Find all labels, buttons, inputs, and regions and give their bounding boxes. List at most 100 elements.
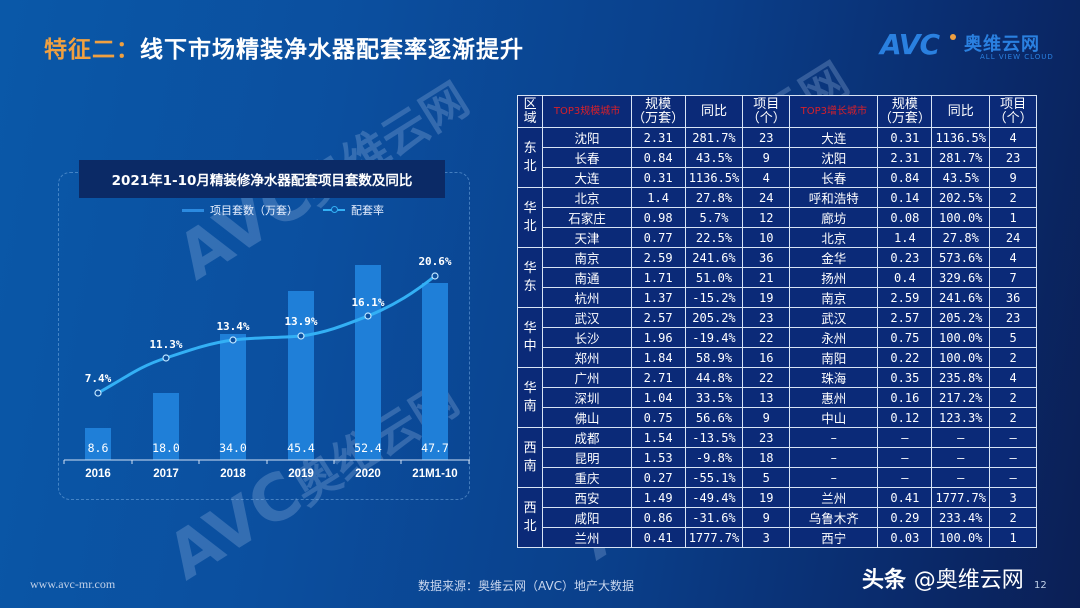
projects-a-cell: 22 [742, 327, 791, 348]
header-region: 东北区域 [516, 95, 544, 128]
yoy-b-cell: – [931, 467, 991, 488]
city-b-cell: 南京 [789, 287, 879, 308]
scale-b-cell: 0.31 [877, 127, 933, 148]
projects-a-cell: 9 [742, 147, 791, 168]
yoy-a-cell: -31.6% [684, 507, 744, 528]
city-b-cell: 武汉 [789, 307, 879, 328]
yoy-b-cell: 123.3% [931, 407, 991, 428]
table-row: 昆明 1.53 -9.8% 18– – – – [518, 447, 1037, 468]
region-cell: 华北 [516, 187, 544, 248]
rate-value-label: 16.1% [351, 296, 384, 309]
table-row: 西南成都 1.54 -13.5% 23– – – – [516, 427, 1037, 488]
header-projects-l1: 项目 [753, 96, 780, 112]
projects-b-cell: 3 [989, 487, 1037, 508]
scale-a-cell: 1.54 [630, 427, 686, 448]
city-a-cell: 深圳 [542, 387, 632, 408]
city-a-cell: 杭州 [542, 287, 632, 308]
region-cell: 华南 [516, 367, 544, 428]
avc-logo: AVC 奥维云网 ALL VIEW CLOUD [880, 28, 1055, 64]
x-axis-label: 2019 [288, 468, 314, 480]
region-char: 中 [523, 338, 537, 354]
bar-value-label: 52.4 [354, 441, 382, 455]
city-a-cell: 佛山 [542, 407, 632, 428]
header-scale-l2: （万套） [632, 110, 685, 126]
region-char: 南 [523, 398, 537, 414]
header-yoy-b: 同比 [931, 95, 991, 128]
projects-a-cell: 3 [742, 527, 791, 548]
projects-b-cell: 2 [989, 187, 1037, 208]
scale-a-cell: 1.96 [630, 327, 686, 348]
projects-a-cell: 9 [742, 407, 791, 428]
yoy-a-cell: -9.8% [684, 447, 744, 468]
table-row: 天津 0.77 22.5% 10 北京 1.4 27.8% 24 [518, 227, 1037, 248]
city-b-cell: 永州 [789, 327, 879, 348]
yoy-b-cell: 573.6% [931, 247, 991, 268]
scale-b-cell: – [877, 447, 933, 468]
yoy-b-cell: 202.5% [931, 187, 991, 208]
scale-a-cell: 2.57 [630, 307, 686, 328]
rate-point [431, 272, 439, 280]
yoy-b-cell: 27.8% [931, 227, 991, 248]
scale-b-cell: 0.22 [877, 347, 933, 368]
yoy-a-cell: 205.2% [684, 307, 744, 328]
region-char: 东 [523, 278, 537, 294]
projects-b-cell: 4 [989, 127, 1037, 148]
yoy-b-cell: 100.0% [931, 347, 991, 368]
city-a-cell: 武汉 [542, 307, 632, 328]
scale-a-cell: 1.84 [630, 347, 686, 368]
footer-url[interactable]: www.avc-mr.com [30, 577, 116, 591]
legend-item-line: 配套率 [323, 202, 384, 218]
city-b-cell: 中山 [789, 407, 879, 428]
city-a-cell: 咸阳 [542, 507, 632, 528]
scale-b-cell: 0.16 [877, 387, 933, 408]
header-projects-b: 项目 （个） [989, 95, 1037, 128]
projects-b-cell: 2 [989, 507, 1037, 528]
page-title-prefix: 特征二： [44, 37, 140, 63]
region-cell: 华中 [516, 307, 544, 368]
yoy-a-cell: 58.9% [684, 347, 744, 368]
projects-b-cell: 2 [989, 407, 1037, 428]
table-row: 重庆 0.27 -55.1% 5– – – – [518, 467, 1037, 488]
table-row: 长沙 1.96 -19.4% 22 永州 0.75 100.0% 5 [518, 327, 1037, 348]
region-cell: 西南 [516, 427, 544, 488]
region-cell: 东北 [516, 127, 544, 188]
city-a-cell: 昆明 [542, 447, 632, 468]
legend-line-swatch-icon [323, 206, 345, 213]
city-a-cell: 北京 [542, 187, 632, 208]
city-b-cell: 珠海 [789, 367, 879, 388]
projects-a-cell: 19 [742, 287, 791, 308]
yoy-a-cell: 56.6% [684, 407, 744, 428]
table-row: 杭州 1.37 -15.2% 19 南京 2.59 241.6% 36 [518, 287, 1037, 308]
logo-name-cn: 奥维云网 [964, 34, 1040, 55]
projects-a-cell: 9 [742, 507, 791, 528]
yoy-b-cell: 281.7% [931, 147, 991, 168]
legend-line-label: 配套率 [351, 204, 384, 217]
yoy-b-cell: 205.2% [931, 307, 991, 328]
city-a-cell: 郑州 [542, 347, 632, 368]
bar-2016 [85, 428, 111, 460]
projects-b-cell: 1 [989, 527, 1037, 548]
bar-value-label: 18.0 [152, 441, 180, 455]
projects-a-cell: 22 [742, 367, 791, 388]
toutiao-label: 头条 [862, 568, 907, 593]
region-char: 华 [523, 320, 537, 336]
yoy-b-cell: 1777.7% [931, 487, 991, 508]
city-b-cell: 乌鲁木齐 [789, 507, 879, 528]
yoy-a-cell: 43.5% [684, 147, 744, 168]
x-axis-label: 21M1-10 [412, 468, 457, 480]
yoy-b-cell: 1136.5% [931, 127, 991, 148]
yoy-a-cell: 27.8% [684, 187, 744, 208]
region-char: 华 [523, 260, 537, 276]
header-top3-scale: TOP3规模城市 [542, 95, 632, 128]
legend-item-bar: 项目套数（万套） [182, 202, 298, 218]
rate-point [94, 389, 102, 397]
table-row: 咸阳 0.86 -31.6% 9 乌鲁木齐 0.29 233.4% 2 [518, 507, 1037, 528]
yoy-b-cell: 43.5% [931, 167, 991, 188]
yoy-a-cell: 44.8% [684, 367, 744, 388]
bar-2017 [153, 393, 179, 460]
region-char: 南 [523, 458, 537, 474]
bar-21m1-10 [422, 283, 448, 460]
x-axis-label: 2018 [220, 468, 246, 480]
scale-b-cell: 0.14 [877, 187, 933, 208]
